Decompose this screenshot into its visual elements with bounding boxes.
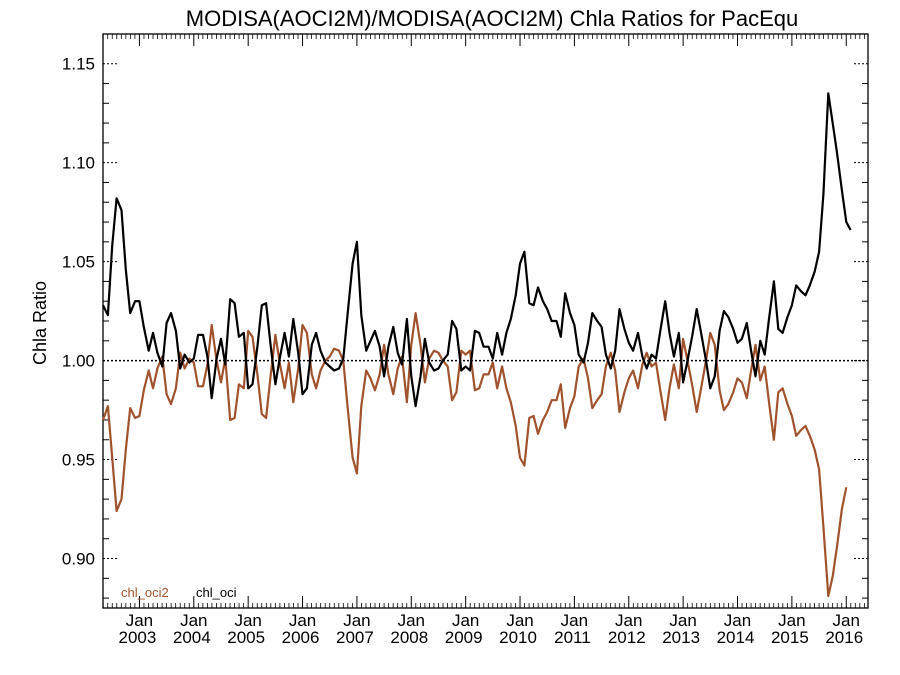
x-tick-label-month: Jan [180,611,207,630]
x-tick-label-year: 2015 [771,628,809,647]
x-tick-label-year: 2012 [608,628,646,647]
x-tick-label-year: 2004 [173,628,211,647]
series-line-chl-oci2 [101,312,848,598]
x-tick-label-month: Jan [615,611,642,630]
x-tick-label-year: 2013 [662,628,700,647]
x-tick-label-year: 2007 [336,628,374,647]
x-tick-label-year: 2006 [282,628,320,647]
y-tick-label: 1.00 [62,352,95,371]
x-tick-label-month: Jan [561,611,588,630]
x-tick-label-year: 2011 [554,628,591,647]
x-tick-label-month: Jan [343,611,370,630]
x-tick-label-month: Jan [398,611,425,630]
chart-title: MODISA(AOCI2M)/MODISA(AOCI2M) Chla Ratio… [186,6,798,31]
y-tick-label: 1.15 [62,55,95,74]
x-tick-label-month: Jan [778,611,805,630]
x-tick-label-month: Jan [833,611,860,630]
x-tick-label-month: Jan [234,611,261,630]
y-tick-label: 0.95 [62,451,95,470]
legend: chl_oci2 chl_oci [121,585,237,600]
series-layer [101,92,852,598]
legend-label-chl-oci2: chl_oci2 [121,585,169,600]
y-axis: 0.90 0.95 1.00 1.05 1.10 1.15 [62,55,868,599]
plot-frame [102,33,869,609]
series-line-chl-oci [102,92,852,408]
x-tick-label-year: 2005 [227,628,265,647]
x-tick-label-month: Jan [452,611,479,630]
y-tick-label: 0.90 [62,550,95,569]
x-tick-label-month: Jan [669,611,696,630]
y-tick-label: 1.10 [62,154,95,173]
y-tick-label: 1.05 [62,253,95,272]
x-tick-label-month: Jan [506,611,533,630]
x-tick-label-month: Jan [724,611,751,630]
x-tick-label-year: 2016 [825,628,863,647]
x-axis: Jan2003Jan2004Jan2005Jan2006Jan2007Jan20… [102,34,865,647]
legend-label-chl-oci: chl_oci [196,585,237,600]
x-tick-label-year: 2008 [390,628,428,647]
y-axis-label: Chla Ratio [30,281,50,365]
x-tick-label-year: 2003 [119,628,157,647]
x-tick-label-month: Jan [289,611,316,630]
x-tick-label-year: 2009 [445,628,483,647]
x-tick-label-year: 2010 [499,628,537,647]
x-tick-label-month: Jan [126,611,153,630]
x-tick-label-year: 2014 [717,628,755,647]
